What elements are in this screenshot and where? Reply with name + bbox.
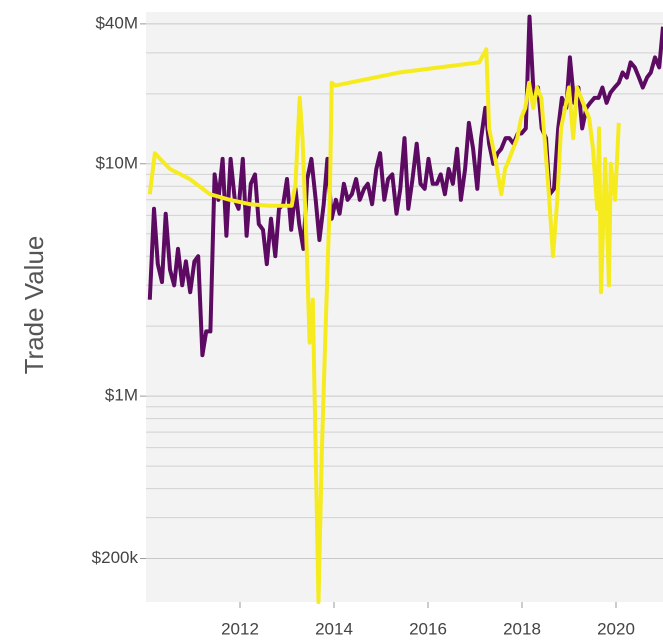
x-tick-label: 2014 bbox=[315, 619, 353, 638]
x-tick-label: 2018 bbox=[503, 619, 541, 638]
y-tick-label: $1M bbox=[105, 386, 138, 405]
x-tick-label: 2012 bbox=[221, 619, 259, 638]
y-tick-label: $40M bbox=[95, 13, 138, 32]
series-line bbox=[147, 47, 621, 604]
y-tick-label: $10M bbox=[95, 153, 138, 172]
plot-background bbox=[146, 12, 663, 602]
y-axis-title: Trade Value bbox=[19, 236, 49, 375]
y-tick-label: $200k bbox=[92, 548, 139, 567]
x-tick-label: 2020 bbox=[597, 619, 635, 638]
x-tick-label: 2016 bbox=[409, 619, 447, 638]
